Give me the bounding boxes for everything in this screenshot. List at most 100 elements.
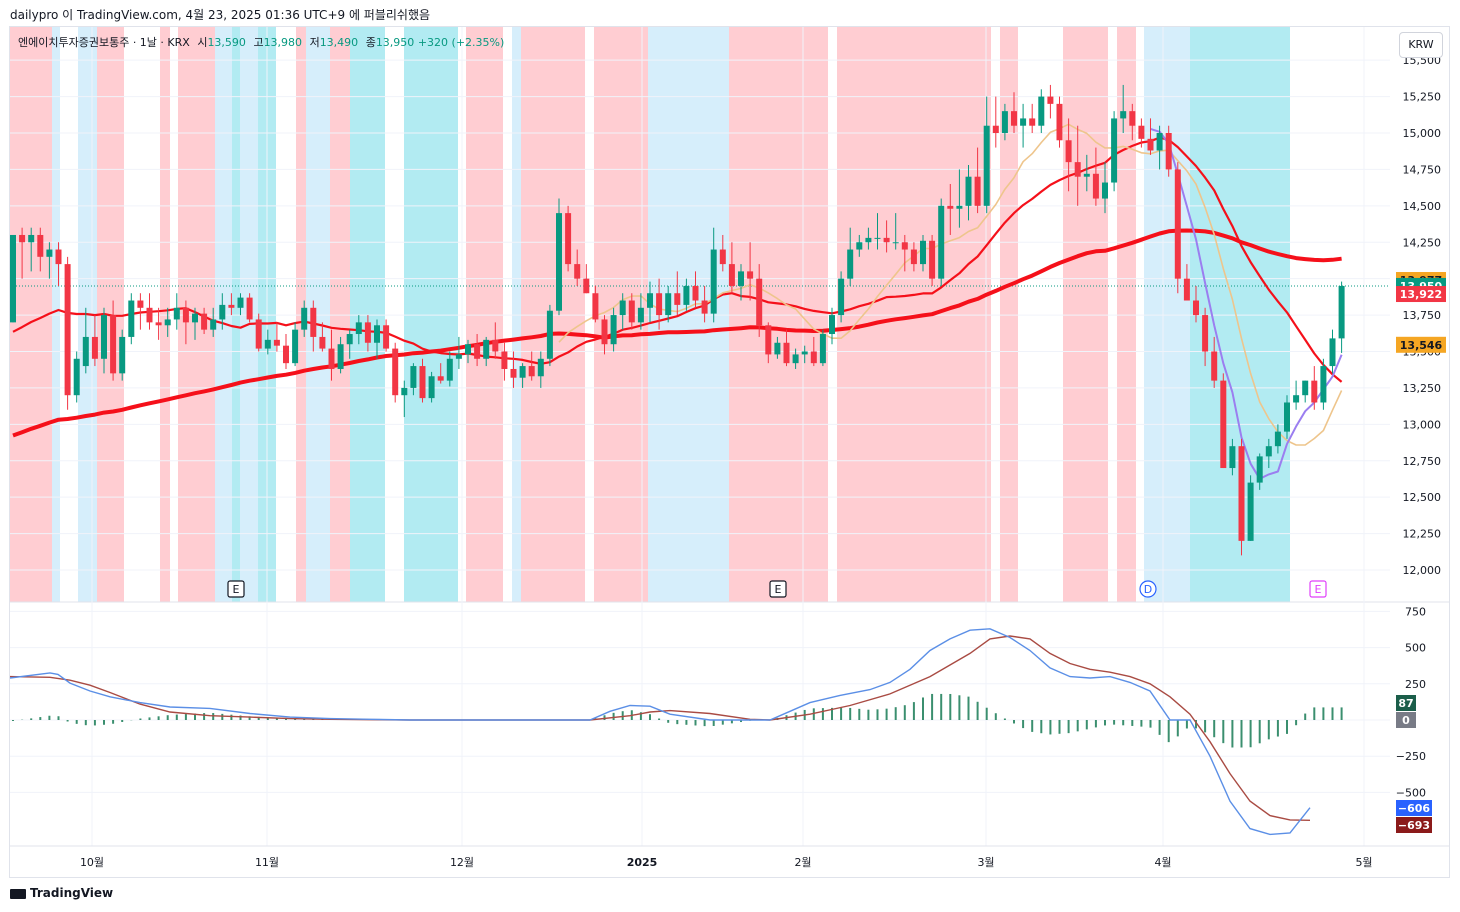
candle-body [219,304,226,320]
time-tick-label: 2025 [627,856,658,869]
candle-body [1256,456,1263,483]
candle-body [510,368,517,378]
event-marker-bg [227,580,245,598]
background-band [1117,27,1136,602]
symbol-legend: 엔에이치투자증권보통주 · 1날 · KRX 시13,590 고13,980 저… [18,34,504,50]
candle-body [210,319,217,330]
candle-body [1183,278,1190,301]
candle-body [1274,431,1281,447]
candle-body [10,234,16,323]
candle-body [519,366,526,378]
candle [856,234,863,257]
price-tag-bg [1396,336,1446,353]
background-band [1000,27,1018,602]
candle-body [674,293,681,305]
candle [974,147,981,214]
mid-ma-line [12,136,1343,383]
event-marker-bg [1139,580,1157,598]
candle [1229,438,1236,476]
candle-body [1229,446,1236,469]
candle-body [701,300,708,314]
candle [19,227,26,279]
candle-body [1056,103,1063,141]
candle-body [46,249,53,257]
candle-body [1138,125,1145,139]
candle-body [992,125,999,133]
background-band [512,27,521,602]
candle [647,281,653,323]
candle [528,351,535,381]
macd-value-tag-bg [1396,800,1432,816]
high-value: 13,980 [263,36,303,49]
change-value: +320 (+2.35%) [417,36,505,49]
candle-body [355,322,362,335]
event-marker-bg [769,580,787,598]
candle-body [838,278,845,316]
candle [1211,336,1218,388]
macd-tick-label: 250 [1405,678,1426,691]
candle [483,336,490,367]
candle [119,329,126,381]
candle [28,227,35,272]
candle [1202,307,1209,367]
candle-body [1338,285,1345,339]
candle-body [1001,111,1008,133]
candle [1220,373,1227,469]
candle-body [55,249,62,265]
candle-body [446,358,453,381]
time-tick-label: 5월 [1355,856,1372,869]
candle [1256,453,1263,490]
candle-body [201,313,208,330]
candle [583,264,590,294]
candle-body [383,325,390,349]
candle [319,322,326,352]
high-label: 고 [253,36,264,49]
candle [201,307,208,335]
candlesticks [10,84,1345,556]
candle-body [346,334,353,345]
candle [292,322,299,367]
candle-body [819,334,826,364]
event-marker: E [227,580,245,598]
candle [947,183,954,235]
candle [246,293,253,323]
candle [364,315,371,352]
candle [1065,118,1072,192]
candle-body [128,300,135,337]
candle-body [228,304,235,308]
candle [428,371,435,403]
candle-body [173,307,180,320]
candle [719,234,726,272]
macd-value-tag-label: 0 [1402,714,1410,727]
candle [1092,147,1099,206]
candle-body [956,205,963,209]
symbol-title: 엔에이치투자증권보통주 · 1날 · KRX [18,36,190,49]
candle [1193,285,1199,323]
candle-body [647,293,653,308]
price-tag-bg [1396,286,1446,303]
candle-body [1029,118,1036,126]
macd-value-tag-label: −606 [1398,802,1431,815]
candle-body [410,366,417,388]
candle [82,307,89,374]
candle-body [965,176,972,206]
price-tick-label: 12,500 [1403,491,1442,504]
candle [155,307,162,340]
candle [574,249,581,286]
candle [1338,281,1345,353]
candle [374,319,380,359]
background-band [729,27,828,602]
candle-body [1320,366,1327,403]
candle-body [1220,380,1227,469]
candle-body [637,307,644,323]
currency-button[interactable]: KRW [1399,32,1443,58]
candle [1247,475,1254,541]
candle [1111,111,1118,192]
candle-body [865,237,872,243]
macd-value-tag-label: −693 [1398,819,1430,832]
candle-body [1111,118,1118,183]
candle [1020,103,1027,148]
event-marker-label: E [775,583,782,596]
